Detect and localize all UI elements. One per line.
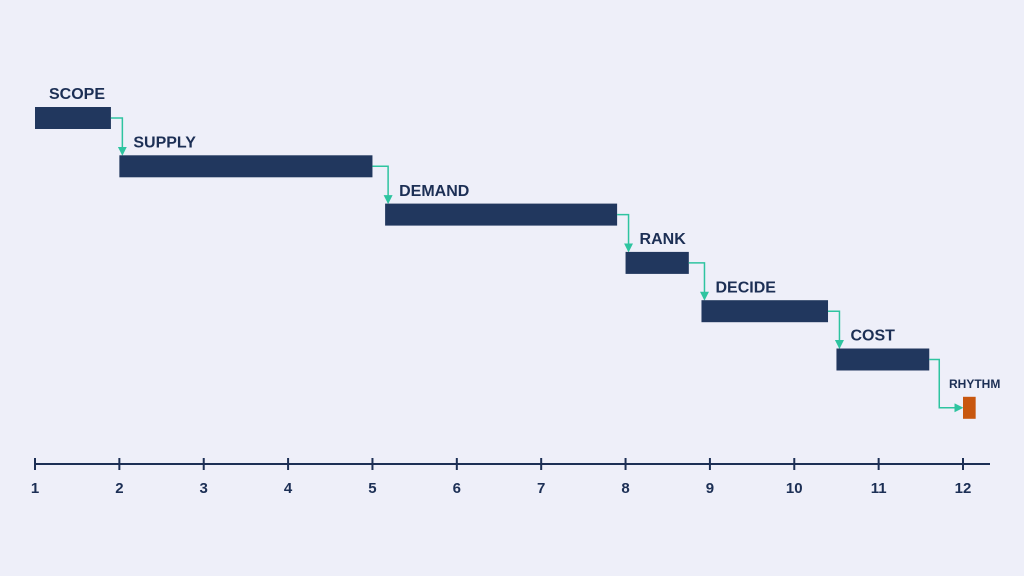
x-tick-label: 3: [200, 480, 208, 497]
connector: [929, 358, 964, 413]
task-bar: [35, 107, 111, 129]
x-tick-label: 5: [368, 480, 376, 497]
task-bar: [119, 155, 373, 178]
task-label: DECIDE: [715, 279, 776, 296]
connector: [617, 213, 634, 253]
x-tick-label: 1: [31, 480, 39, 497]
task-label: SUPPLY: [133, 135, 196, 152]
task-bar: [625, 251, 689, 274]
connector: [688, 262, 709, 301]
x-tick-label: 11: [871, 480, 887, 497]
x-tick-label: 2: [115, 480, 123, 497]
task-label: DEMAND: [399, 183, 469, 200]
task-bar: [701, 300, 829, 323]
connector: [110, 117, 127, 156]
x-tick-label: 12: [955, 480, 972, 497]
x-tick-label: 4: [284, 480, 293, 497]
connector: [372, 165, 393, 205]
task-bar: [836, 348, 930, 371]
task-bar: [963, 396, 976, 419]
x-tick-label: 7: [537, 480, 545, 497]
x-tick-label: 8: [621, 480, 629, 497]
connector: [828, 310, 844, 349]
x-tick-label: 9: [706, 480, 714, 497]
task-label: RANK: [640, 231, 687, 248]
x-tick-label: 10: [786, 480, 803, 497]
task-label: SCOPE: [49, 86, 105, 103]
task-label: COST: [850, 328, 895, 345]
task-label: RHYTHM: [949, 377, 1000, 391]
x-tick-label: 6: [453, 480, 461, 497]
task-bar: [385, 203, 618, 226]
